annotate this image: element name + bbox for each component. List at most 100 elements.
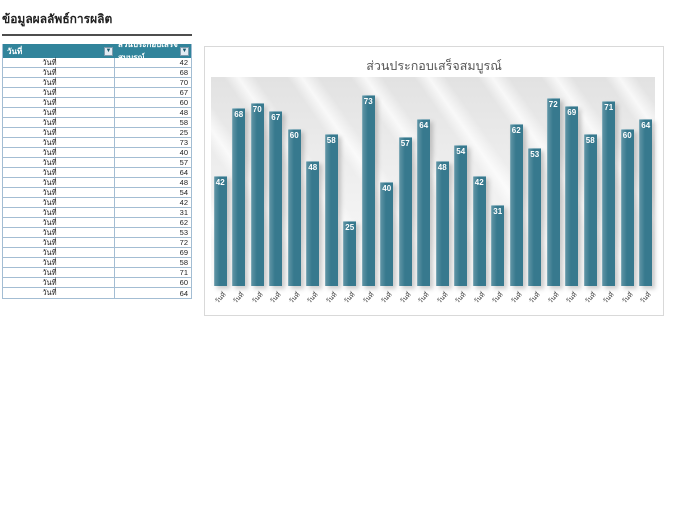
row-value-cell: 54 — [179, 188, 188, 197]
bar-value-label: 31 — [493, 207, 503, 217]
row-value-cell: 25 — [179, 128, 188, 137]
bar-slot: 71 วันที่ — [602, 77, 616, 305]
bar-slot: 53 วันที่ — [528, 77, 542, 305]
bar-value-label: 53 — [530, 149, 540, 159]
table-row: วันที่ 57 — [3, 158, 191, 168]
bar: 58 — [324, 134, 338, 286]
filter-arrow-icon: ▼ — [181, 48, 188, 54]
table-row: วันที่ 42 — [3, 198, 191, 208]
bar-value-label: 48 — [437, 162, 447, 172]
bar-slot: 58 วันที่ — [324, 77, 338, 305]
filter-dropdown-completed[interactable]: ▼ — [180, 46, 189, 56]
row-value-cell: 58 — [179, 258, 188, 267]
row-date-cell: วันที่ — [3, 278, 115, 287]
row-value-cell: 72 — [179, 238, 188, 247]
table-row: วันที่ 62 — [3, 218, 191, 228]
bar: 64 — [639, 118, 653, 286]
table-row: วันที่ 60 — [3, 278, 191, 288]
bar-slot: 62 วันที่ — [509, 77, 523, 305]
x-axis-label: วันที่ — [509, 291, 524, 306]
production-data-table: วันที่ ▼ ส่วนประกอบเสร็จสมบูรณ์ ▼ วันที่… — [2, 40, 192, 299]
row-date-cell: วันที่ — [3, 78, 115, 87]
bar-slot: 42 วันที่ — [473, 77, 486, 305]
table-row: วันที่ 71 — [3, 268, 191, 278]
table-row: วันที่ 73 — [3, 138, 191, 148]
x-axis-label: วันที่ — [380, 291, 394, 306]
row-date-cell: วันที่ — [3, 88, 115, 97]
row-value-cell: 67 — [179, 88, 188, 97]
bar-slot: 73 วันที่ — [362, 77, 375, 305]
row-value-cell: 60 — [179, 98, 188, 107]
bar-value-label: 60 — [622, 131, 632, 141]
x-axis-label: วันที่ — [472, 291, 487, 306]
table-row: วันที่ 40 — [3, 148, 191, 158]
bar: 54 — [454, 144, 468, 286]
bar-slot: 48 วันที่ — [436, 77, 449, 305]
bar: 70 — [250, 103, 264, 286]
row-date-cell: วันที่ — [3, 58, 115, 67]
bar-value-label: 58 — [326, 136, 336, 146]
bar-value-label: 64 — [419, 120, 429, 130]
page-title: ข้อมูลผลลัพธ์การผลิต — [2, 10, 192, 36]
bar-value-label: 58 — [585, 136, 595, 146]
row-value-cell: 73 — [179, 138, 188, 147]
x-axis-label: วันที่ — [565, 291, 579, 306]
bar-slot: 72 วันที่ — [547, 77, 560, 305]
row-value-cell: 62 — [179, 218, 188, 227]
bar: 62 — [509, 124, 523, 286]
filter-dropdown-date[interactable]: ▼ — [104, 46, 113, 56]
bar: 31 — [491, 205, 505, 286]
table-row: วันที่ 67 — [3, 88, 191, 98]
bar-slot: 58 วันที่ — [584, 77, 597, 305]
row-date-cell: วันที่ — [3, 148, 115, 157]
x-axis-label: วันที่ — [324, 291, 339, 306]
chart-plot-area: 42 วันที่ 68 วันที่ 70 วันที่ 67 วันที่ … — [211, 77, 655, 305]
x-axis-label: วันที่ — [583, 291, 598, 306]
bar: 68 — [232, 108, 246, 286]
bar-slot: 48 วันที่ — [306, 77, 320, 305]
x-axis-label: วันที่ — [398, 291, 413, 306]
bar-slot: 64 วันที่ — [417, 77, 431, 305]
table-row: วันที่ 70 — [3, 78, 191, 88]
production-chart[interactable]: ส่วนประกอบเสร็จสมบูรณ์ 42 วันที่ 68 วันท… — [204, 46, 664, 316]
bar: 53 — [528, 147, 542, 286]
table-row: วันที่ 25 — [3, 128, 191, 138]
row-date-cell: วันที่ — [3, 218, 115, 227]
row-date-cell: วันที่ — [3, 68, 115, 77]
bar-slot: 67 วันที่ — [269, 77, 283, 305]
column-header-date: วันที่ ▼ — [3, 44, 115, 58]
row-value-cell: 42 — [179, 198, 188, 207]
bar-slot: 31 วันที่ — [491, 77, 505, 305]
row-value-cell: 48 — [179, 178, 188, 187]
row-value-cell: 60 — [179, 278, 188, 287]
bar-value-label: 72 — [548, 99, 558, 109]
bar-slot: 68 วันที่ — [232, 77, 246, 305]
bar: 64 — [417, 118, 431, 286]
bar-slot: 70 วันที่ — [250, 77, 264, 305]
x-axis-label: วันที่ — [417, 291, 431, 306]
row-date-cell: วันที่ — [3, 138, 115, 147]
column-header-completed-label: ส่วนประกอบเสร็จสมบูรณ์ — [118, 40, 178, 62]
x-axis-label: วันที่ — [602, 291, 616, 306]
bar-value-label: 57 — [400, 139, 410, 149]
x-axis-label: วันที่ — [287, 291, 302, 306]
x-axis-label: วันที่ — [435, 291, 450, 306]
x-axis-label: วันที่ — [306, 291, 320, 306]
row-date-cell: วันที่ — [3, 238, 115, 247]
table-row: วันที่ 64 — [3, 288, 191, 298]
row-date-cell: วันที่ — [3, 98, 115, 107]
chart-title: ส่วนประกอบเสร็จสมบูรณ์ — [366, 59, 502, 73]
bar-value-label: 67 — [271, 112, 281, 122]
table-row: วันที่ 72 — [3, 238, 191, 248]
row-date-cell: วันที่ — [3, 198, 115, 207]
x-axis-label: วันที่ — [454, 291, 468, 306]
row-value-cell: 48 — [179, 108, 188, 117]
x-axis-label: วันที่ — [620, 291, 635, 306]
row-value-cell: 58 — [179, 118, 188, 127]
table-row: วันที่ 42 — [3, 58, 191, 68]
row-value-cell: 69 — [179, 248, 188, 257]
table-row: วันที่ 60 — [3, 98, 191, 108]
table-row: วันที่ 48 — [3, 178, 191, 188]
table-row: วันที่ 54 — [3, 188, 191, 198]
table-row: วันที่ 58 — [3, 258, 191, 268]
